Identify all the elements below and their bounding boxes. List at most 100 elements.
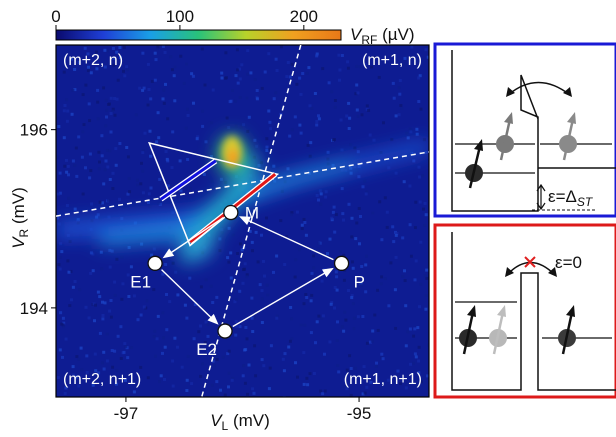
pulse-arrowhead-icon — [322, 267, 334, 278]
pulse-arrowhead-icon — [162, 248, 175, 259]
heatmap-pixel — [363, 63, 367, 67]
heatmap-pixel — [235, 324, 238, 328]
heatmap-pixel — [147, 88, 151, 91]
heatmap-pixel — [353, 146, 357, 150]
heatmap-pixel — [142, 305, 146, 309]
heatmap-pixel — [263, 274, 266, 278]
heatmap-pixel — [219, 177, 223, 181]
heatmap-pixel — [113, 349, 117, 353]
heatmap-pixel — [59, 311, 63, 315]
blocked-arrowhead-right-icon — [548, 267, 557, 277]
x-tick-label: -97 — [114, 404, 139, 423]
heatmap-pixel — [315, 123, 319, 127]
heatmap-pixel — [96, 100, 100, 104]
heatmap-pixel — [260, 297, 264, 301]
heatmap-pixel — [81, 130, 85, 134]
heatmap-pixel — [260, 289, 264, 293]
heatmap-pixel — [148, 205, 152, 209]
heatmap-pixel — [398, 92, 402, 96]
heatmap-pixel — [400, 107, 404, 110]
segment-line — [160, 159, 217, 201]
heatmap-pixel — [356, 315, 360, 319]
heatmap-pixel — [126, 68, 129, 72]
plot-frame — [55, 44, 430, 398]
heatmap-pixel — [290, 317, 294, 321]
heatmap-pixel — [156, 45, 160, 49]
heatmap-pixel — [58, 191, 62, 195]
heatmap-pixel — [118, 142, 122, 145]
heatmap-pixel — [414, 259, 418, 263]
heatmap-pixel — [279, 219, 283, 223]
heatmap-pixel — [113, 293, 117, 297]
heatmap-pixel — [272, 270, 275, 274]
potential-profile-bottom — [451, 232, 616, 391]
heatmap-pixel — [64, 337, 68, 341]
heatmap-pixel — [350, 296, 354, 300]
heatmap-pixel — [91, 269, 95, 273]
heatmap-pixel — [355, 221, 359, 225]
heatmap-pixel — [396, 369, 400, 373]
heatmap-pixel — [340, 187, 344, 191]
heatmap-pixel — [404, 386, 408, 390]
heatmap-pixel — [426, 55, 429, 59]
heatmap-pixel — [218, 237, 222, 241]
heatmap-pixel — [223, 393, 227, 397]
heatmap-pixel — [346, 66, 350, 70]
heatmap-pixel — [272, 164, 276, 168]
heatmap-pixel — [229, 251, 233, 255]
heatmap-pixel — [265, 149, 269, 152]
heatmap-pixel — [391, 81, 395, 85]
heatmap-pixel — [401, 275, 405, 278]
heatmap-pixel — [185, 378, 189, 382]
heatmap-pixel — [62, 325, 66, 329]
charge-transition-line — [56, 151, 429, 217]
heatmap-pixel — [418, 305, 421, 309]
heatmap-pixel — [347, 202, 351, 206]
heatmap-pixel — [77, 357, 81, 361]
heatmap-pixel — [136, 183, 140, 187]
heatmap-pixel — [140, 242, 144, 246]
heatmap-pixel — [267, 387, 271, 391]
heatmap-pixel — [80, 368, 84, 372]
heatmap-pixel — [262, 259, 265, 263]
heatmap-pixel — [315, 52, 319, 56]
heatmap-pixel — [310, 106, 314, 110]
heatmap-pixel — [371, 211, 375, 215]
heatmap-pixel — [308, 372, 312, 376]
heatmap-pixel — [170, 166, 174, 170]
heatmap-pixel — [74, 146, 78, 150]
heatmap-pixel — [168, 300, 172, 304]
point-label-m: M — [245, 204, 259, 223]
heatmap-pixel — [305, 296, 309, 299]
heatmap-pixel — [95, 50, 98, 54]
heatmap-pixel — [333, 306, 336, 310]
heatmap-pixel — [251, 330, 255, 333]
heatmap-pixel — [351, 302, 355, 306]
heatmap-pixel — [315, 194, 319, 197]
heatmap-pixel — [260, 358, 264, 362]
heatmap-pixel — [394, 255, 398, 259]
charge-transition-lines — [56, 45, 429, 397]
heatmap-pixel — [335, 339, 339, 342]
heatmap-pixel — [290, 211, 294, 215]
heatmap-pixel — [244, 348, 248, 352]
blocked-cross-icon — [524, 256, 536, 268]
spin-dark-bottom-left-icon — [459, 305, 477, 355]
heatmap-pixel — [349, 171, 353, 175]
heatmap-pixel — [342, 218, 345, 222]
heatmap-pixel — [96, 88, 100, 92]
heatmap-pixel — [211, 359, 215, 363]
heatmap-pixel — [79, 346, 83, 350]
heatmap-pixel — [345, 387, 349, 391]
heatmap-pixel — [56, 376, 60, 380]
heatmap-pixel — [343, 310, 347, 314]
heatmap-pixel — [336, 320, 339, 324]
heatmap-pixel — [84, 166, 87, 170]
heatmap-pixel — [121, 282, 125, 286]
heatmap-pixel — [425, 276, 429, 280]
heatmap-pixel — [240, 63, 244, 67]
heatmap-pixel — [361, 185, 365, 189]
heatmap-pixel — [66, 109, 70, 113]
heatmap-pixel — [97, 371, 101, 375]
heatmap-pixel — [218, 249, 222, 253]
